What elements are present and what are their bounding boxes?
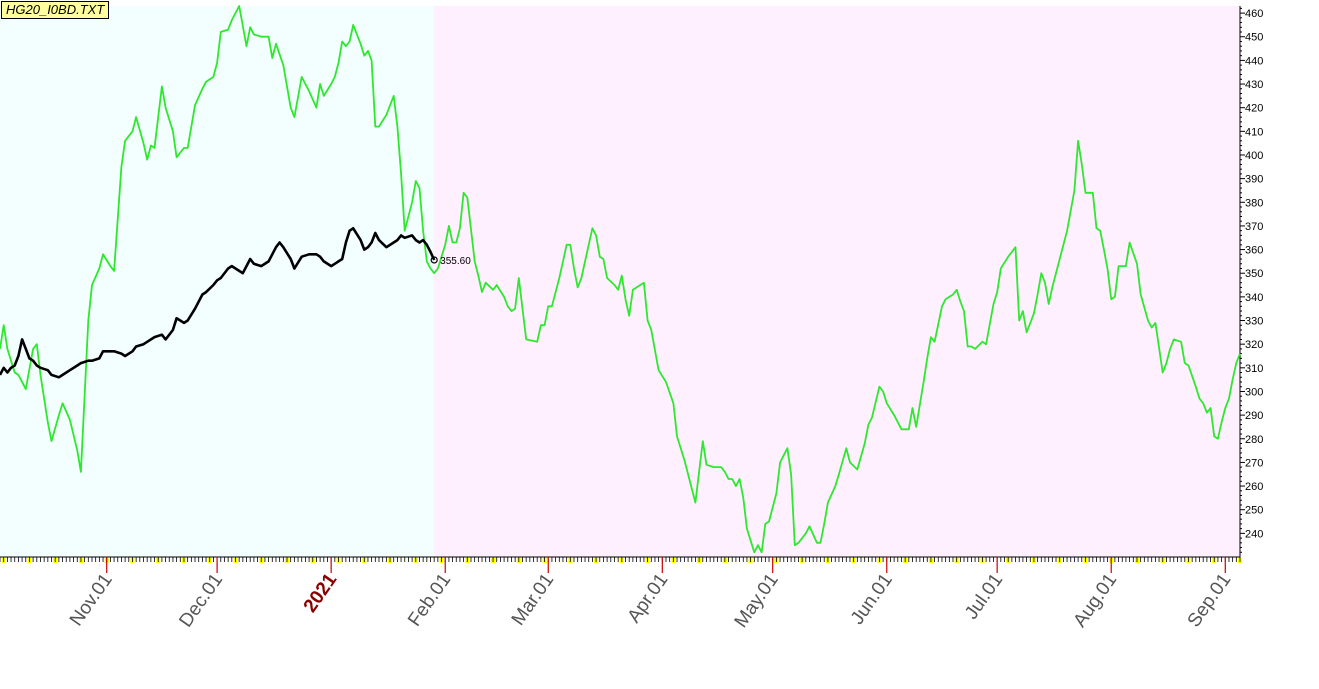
y-tick-label: 460 [1245,8,1263,20]
y-tick-label: 370 [1245,221,1263,233]
x-tick-label: Jun.01 [847,570,897,629]
last-value-label: 355.60 [440,256,471,267]
y-tick-label: 420 [1245,103,1263,115]
x-tick-label: Nov.01 [66,570,117,630]
series-layer [0,5,1241,554]
y-tick-label: 450 [1245,32,1263,44]
x-tick-label: Mar.01 [508,570,559,630]
y-tick-label: 410 [1245,126,1263,138]
series-black-line [0,227,436,379]
x-tick-label: 2021 [300,569,342,616]
y-tick-label: 260 [1245,481,1263,493]
series-green-line [0,5,1241,554]
x-tick-label: Dec.01 [175,570,227,631]
y-tick-label: 340 [1245,292,1263,304]
chart-title: HG20_I0BD.TXT [1,1,110,19]
y-tick-label: 320 [1245,339,1263,351]
y-tick-label: 270 [1245,457,1263,469]
y-tick-label: 440 [1245,55,1263,67]
y-tick-label: 360 [1245,245,1263,257]
axes [0,6,1245,573]
y-tick-label: 430 [1245,79,1263,91]
y-tick-label: 380 [1245,197,1263,209]
y-tick-label: 310 [1245,363,1263,375]
y-tick-label: 400 [1245,150,1263,162]
y-tick-label: 290 [1245,410,1263,422]
x-tick-label: May.01 [731,570,783,632]
y-tick-label: 330 [1245,316,1263,328]
region-future [434,6,1241,557]
y-tick-label: 240 [1245,528,1263,540]
x-tick-label: Apr.01 [624,570,673,627]
x-tick-label: Sep.01 [1184,570,1236,631]
y-tick-label: 300 [1245,386,1263,398]
y-tick-label: 280 [1245,434,1263,446]
x-tick-label: Jul.01 [961,570,1007,624]
y-tick-label: 350 [1245,268,1263,280]
plot-background [0,6,1241,557]
x-tick-label: Aug.01 [1070,570,1122,631]
y-tick-label: 250 [1245,505,1263,517]
y-tick-label: 390 [1245,174,1263,186]
last-value-marker [430,256,438,264]
x-tick-label: Feb.01 [404,570,455,631]
